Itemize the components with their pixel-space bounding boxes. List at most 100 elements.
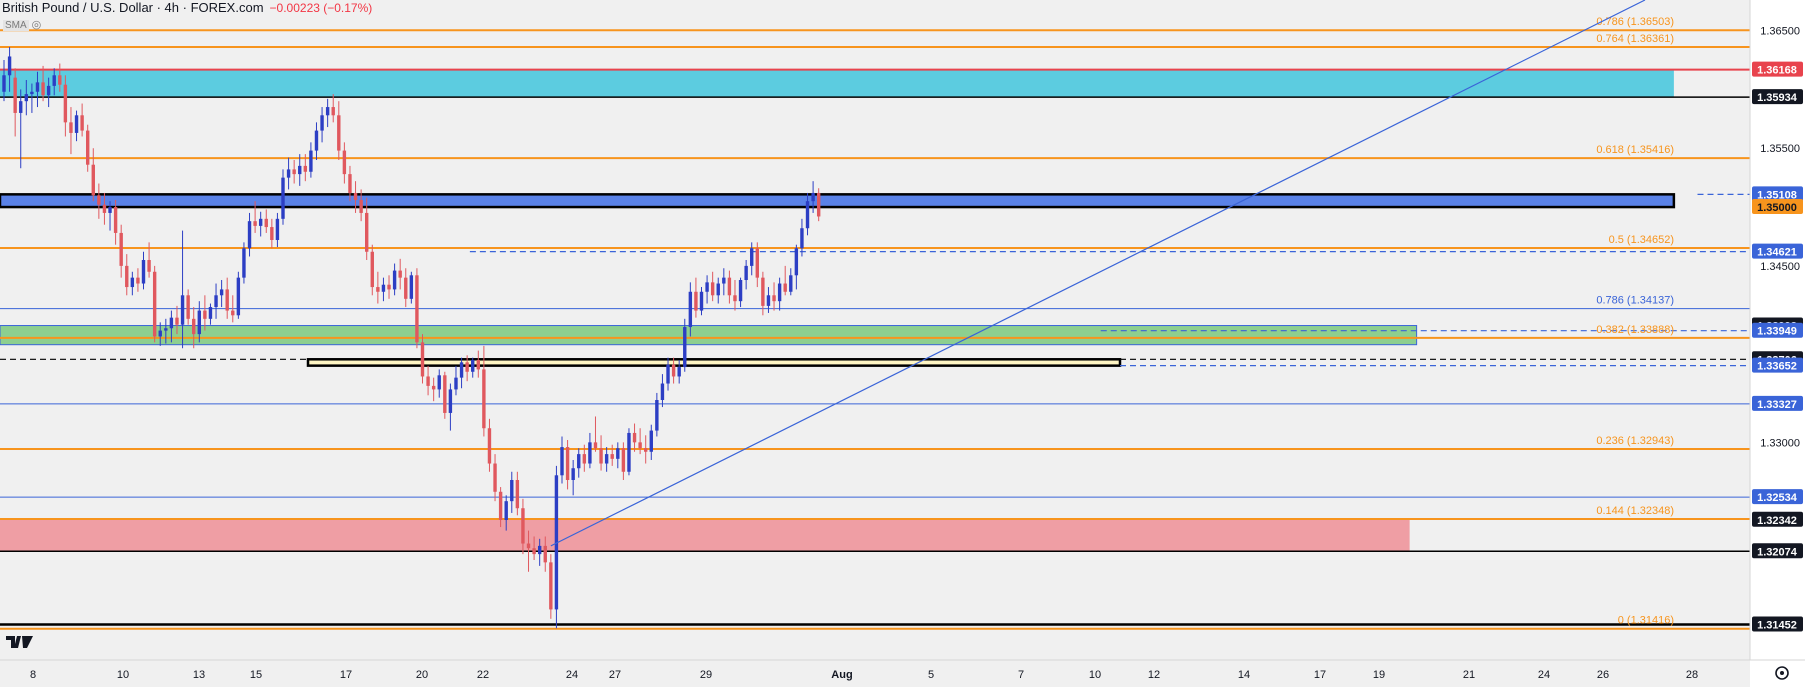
price-label-box-6: [1752, 322, 1803, 338]
candle: [91, 148, 95, 202]
price-axis-background: [1750, 0, 1805, 687]
price-label-13: 1.31452: [1757, 619, 1797, 631]
price-label-box-4: [1752, 243, 1803, 259]
zone-yellow: [306, 358, 1122, 367]
candle: [644, 435, 648, 464]
price-label-10: 1.32534: [1757, 492, 1798, 504]
candle-body: [571, 468, 575, 480]
candle: [493, 454, 497, 502]
candle: [208, 303, 213, 325]
candle-body: [353, 192, 358, 200]
candle-body: [108, 207, 112, 213]
candle: [298, 154, 302, 186]
candle-body: [46, 85, 51, 96]
candle: [627, 428, 631, 476]
candle: [69, 107, 73, 155]
candle: [688, 282, 693, 337]
candle: [13, 68, 17, 137]
candle: [694, 277, 698, 318]
candle: [320, 107, 324, 143]
eye-hidden-icon[interactable]: ◎: [31, 19, 42, 31]
candle: [476, 350, 480, 378]
candle-body: [404, 277, 408, 299]
fib-label-1: 0.764 (1.36361): [1596, 33, 1674, 45]
candle-body: [303, 165, 308, 172]
candle-body: [710, 282, 715, 296]
candle-body: [186, 295, 190, 319]
candles-layer: [2, 47, 821, 629]
candle-body: [632, 432, 637, 443]
candle-body: [314, 130, 319, 151]
candle-body: [655, 400, 659, 431]
candle: [521, 498, 525, 555]
price-label-box-8: [1752, 357, 1803, 373]
candle: [258, 211, 263, 237]
candle: [158, 322, 162, 346]
candle-body: [58, 75, 62, 85]
time-tick-label-13: 10: [1089, 669, 1101, 681]
candle: [264, 209, 268, 233]
candle-body: [616, 448, 620, 459]
price-label-1: 1.35934: [1757, 92, 1798, 104]
candle: [46, 77, 51, 108]
candle-body: [431, 385, 436, 390]
price-label-box-9: [1752, 395, 1803, 411]
candle-body: [482, 369, 486, 429]
candle-body: [627, 432, 631, 472]
candle: [342, 142, 347, 184]
settings-gear-icon[interactable]: [1775, 666, 1789, 680]
candle: [454, 365, 458, 396]
time-tick-label-9: 29: [700, 669, 712, 681]
candle: [219, 280, 224, 308]
price-label-6: 1.33949: [1757, 326, 1797, 338]
price-label-8: 1.33652: [1757, 361, 1797, 373]
candle-body: [582, 454, 587, 464]
candle-body: [365, 212, 369, 252]
candle-body: [253, 221, 257, 226]
candle-body: [437, 375, 441, 390]
candle: [192, 307, 196, 349]
candle: [136, 268, 140, 292]
tv-logo-mark: [6, 636, 33, 648]
time-tick-label-21: 28: [1686, 669, 1698, 681]
candle-body: [102, 204, 107, 213]
candle-body: [192, 318, 196, 335]
candle-body: [610, 454, 614, 459]
candle: [816, 188, 821, 222]
candle-body: [694, 291, 698, 311]
candle: [214, 283, 218, 319]
fib-label-8: 0 (1.31416): [1618, 615, 1674, 627]
sma-label[interactable]: SMA: [3, 20, 29, 31]
candle: [253, 201, 257, 233]
sma-indicator-row: SMA ◎: [3, 20, 41, 31]
candle-body: [392, 270, 397, 290]
candle-body: [281, 177, 285, 219]
candle: [19, 89, 23, 169]
candle: [404, 268, 408, 308]
candle-body: [169, 317, 174, 329]
candle-body: [370, 251, 374, 288]
candle-body: [638, 442, 642, 449]
candle-body: [766, 295, 771, 306]
candle-body: [722, 277, 726, 284]
candle-body: [203, 310, 207, 319]
candle-body: [19, 101, 23, 113]
candle: [588, 432, 592, 469]
candle: [443, 371, 447, 419]
candle: [80, 103, 84, 137]
time-tick-label-19: 24: [1538, 669, 1550, 681]
zone-cyan: [0, 69, 1674, 98]
candle-body: [231, 310, 235, 316]
candle: [632, 423, 637, 452]
candle-body: [292, 169, 296, 175]
candle-body: [666, 364, 670, 384]
candle: [471, 357, 475, 378]
candle: [593, 416, 598, 452]
price-label-box-3: [1752, 199, 1803, 215]
candle: [331, 94, 335, 123]
candle-body: [236, 277, 241, 316]
symbol-title[interactable]: British Pound / U.S. Dollar · 4h · FOREX…: [2, 0, 264, 15]
candle: [398, 258, 402, 290]
candle: [761, 271, 765, 316]
candle-body: [811, 192, 815, 202]
